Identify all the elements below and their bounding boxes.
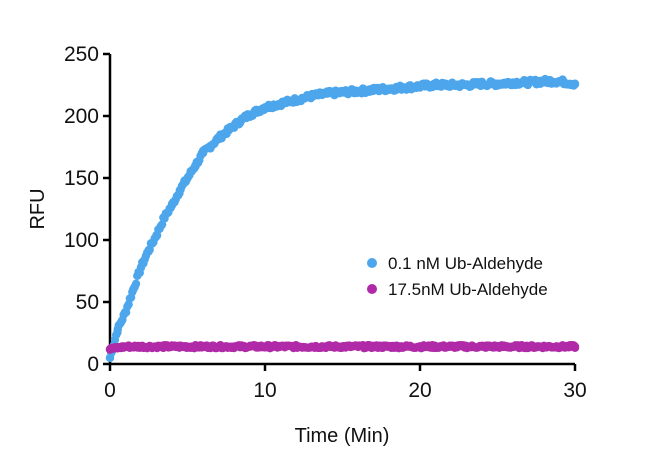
x-ticks: 0 10 20 30 (104, 364, 587, 402)
legend-label: 17.5nM Ub-Aldehyde (388, 280, 548, 299)
legend: 0.1 nM Ub-Aldehyde 17.5nM Ub-Aldehyde (367, 254, 548, 299)
x-tick-label: 30 (563, 379, 586, 402)
y-tick-label: 100 (64, 229, 99, 252)
y-axis-title: RFU (27, 188, 49, 229)
x-tick-label: 20 (408, 379, 431, 402)
y-tick-label: 0 (87, 353, 99, 376)
series-1 (105, 340, 580, 354)
y-tick-label: 200 (64, 105, 99, 128)
trace-point (131, 279, 141, 288)
y-tick-label: 150 (64, 167, 99, 190)
legend-label: 0.1 nM Ub-Aldehyde (388, 254, 543, 273)
legend-item-1: 17.5nM Ub-Aldehyde (367, 280, 548, 299)
trace-point (113, 328, 122, 337)
trace-point (570, 79, 580, 89)
y-tick-label: 50 (76, 291, 99, 314)
legend-marker (367, 284, 377, 294)
series-layer (105, 74, 580, 363)
legend-item-0: 0.1 nM Ub-Aldehyde (367, 254, 543, 273)
y-ticks: 0 50 100 150 200 250 (64, 43, 110, 376)
plot-area: 0 50 100 150 200 250 0 10 20 30 (64, 43, 587, 402)
trace-point (570, 343, 580, 352)
legend-marker (367, 258, 377, 268)
x-axis-title: Time (Min) (295, 425, 390, 447)
y-tick-label: 250 (64, 43, 99, 66)
x-tick-label: 10 (253, 379, 276, 402)
x-tick-label: 0 (104, 379, 116, 402)
series-0 (105, 74, 580, 363)
